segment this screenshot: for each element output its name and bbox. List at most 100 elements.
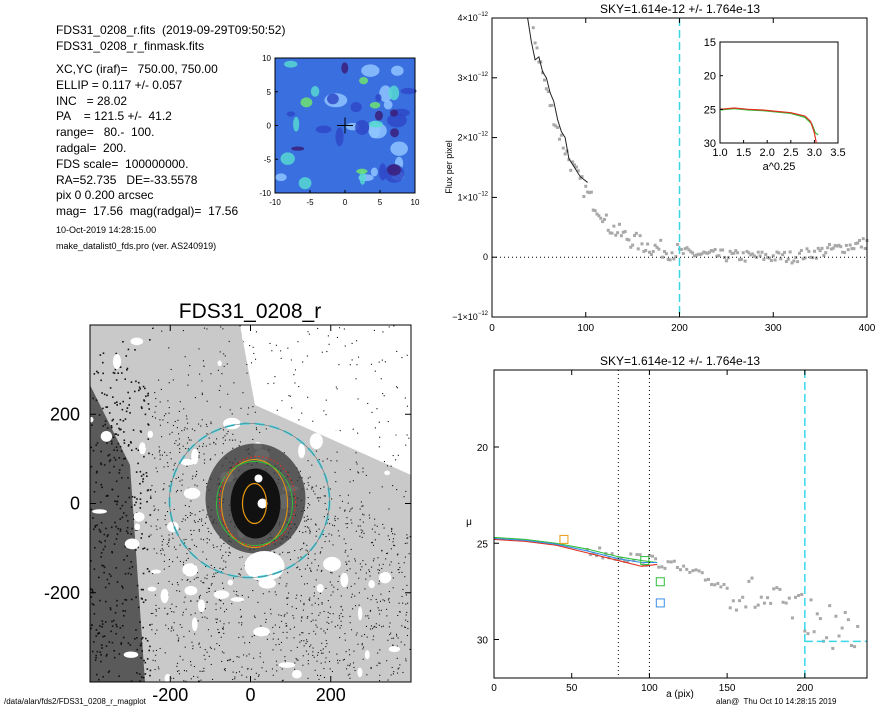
noise-pixel [203, 667, 205, 669]
sky-point [621, 230, 625, 234]
contour-ytick-label: -10 [259, 189, 271, 198]
noise-pixel [196, 448, 199, 450]
noise-pixel [168, 534, 170, 536]
sky-point [676, 242, 680, 246]
noise-pixel [100, 450, 102, 453]
noise-pixel [321, 569, 323, 571]
noise-pixel [186, 418, 188, 420]
noise-pixel [184, 646, 186, 648]
noise-pixel [302, 531, 304, 534]
noise-pixel [398, 667, 400, 669]
noise-pixel [384, 600, 386, 602]
noise-pixel [104, 423, 106, 426]
noise-pixel [236, 590, 238, 593]
noise-pixel [150, 612, 152, 615]
noise-pixel [248, 641, 251, 644]
noise-pixel [303, 516, 305, 518]
noise-pixel [133, 518, 135, 520]
noise-pixel [232, 577, 235, 579]
noise-pixel [387, 599, 390, 601]
noise-pixel [272, 638, 274, 640]
noise-pixel [198, 445, 200, 447]
noise-pixel [253, 657, 255, 659]
noise-pixel [203, 654, 205, 656]
sb-marker [655, 577, 665, 587]
noise-pixel [390, 530, 393, 532]
sb-series-line [493, 537, 658, 564]
noise-pixel [135, 637, 138, 639]
noise-pixel [102, 352, 105, 355]
noise-pixel [216, 621, 218, 624]
noise-pixel [405, 614, 407, 616]
contour-blob [383, 100, 393, 110]
noise-pixel [163, 560, 165, 562]
noise-pixel [338, 617, 341, 619]
noise-pixel [193, 544, 196, 546]
noise-pixel [303, 583, 306, 585]
noise-pixel [242, 636, 244, 638]
noise-pixel [276, 409, 278, 411]
noise-pixel [153, 509, 155, 511]
noise-pixel [90, 446, 93, 449]
noise-pixel [206, 425, 208, 428]
noise-pixel [309, 531, 311, 533]
noise-pixel [306, 641, 308, 643]
noise-pixel [120, 642, 123, 644]
mask-hole [213, 590, 230, 599]
noise-pixel [147, 392, 149, 395]
noise-pixel [331, 584, 333, 586]
noise-pixel [229, 659, 231, 661]
noise-pixel [315, 485, 317, 487]
noise-pixel [204, 522, 206, 524]
noise-pixel [302, 609, 304, 611]
noise-pixel [202, 360, 205, 362]
noise-pixel [109, 459, 112, 461]
noise-pixel [321, 602, 323, 604]
noise-pixel [184, 427, 186, 429]
noise-pixel [228, 555, 230, 557]
noise-pixel [206, 542, 208, 544]
noise-pixel [328, 660, 331, 663]
noise-pixel [142, 676, 145, 679]
noise-pixel [231, 603, 233, 605]
noise-pixel [322, 652, 324, 654]
noise-pixel [115, 379, 118, 381]
noise-pixel [143, 547, 146, 549]
noise-pixel [301, 412, 303, 414]
noise-pixel [299, 634, 301, 636]
noise-pixel [339, 660, 341, 662]
noise-pixel [207, 527, 209, 529]
sky-point [790, 261, 794, 265]
noise-pixel [108, 460, 111, 463]
noise-pixel [379, 436, 381, 438]
noise-pixel [386, 552, 389, 554]
noise-pixel [371, 541, 374, 544]
noise-pixel [169, 433, 171, 435]
noise-pixel [392, 587, 394, 589]
sb-point [766, 596, 770, 600]
noise-pixel [118, 457, 121, 459]
noise-pixel [332, 591, 334, 593]
sky-point [593, 209, 597, 213]
noise-pixel [219, 537, 221, 539]
noise-pixel [183, 408, 185, 410]
noise-pixel [300, 595, 302, 597]
noise-pixel [387, 679, 389, 681]
noise-pixel [149, 497, 152, 499]
noise-pixel [135, 380, 137, 383]
noise-pixel [354, 560, 356, 562]
noise-pixel [331, 621, 333, 623]
noise-pixel [106, 653, 108, 656]
noise-pixel [155, 525, 157, 527]
inset-ytick-label: 20 [704, 71, 716, 83]
noise-pixel [215, 572, 217, 574]
noise-pixel [116, 599, 118, 602]
noise-pixel [119, 528, 122, 531]
noise-pixel [206, 651, 208, 653]
noise-pixel [377, 652, 379, 654]
noise-pixel [221, 628, 224, 630]
sky-point [850, 247, 854, 251]
noise-pixel [229, 439, 231, 441]
noise-pixel [209, 443, 211, 445]
sky-point [550, 103, 554, 107]
